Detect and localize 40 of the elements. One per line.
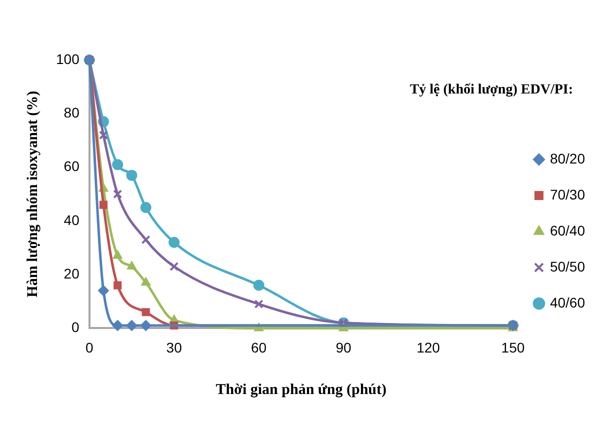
y-tick-label: 0 <box>72 319 80 336</box>
y-tick-label: 80 <box>64 104 80 120</box>
legend-label: 40/60 <box>550 294 586 310</box>
y-axis-title: Hàm lượng nhóm isoxyanat (%) <box>24 90 41 298</box>
point <box>142 308 150 316</box>
point <box>98 285 109 296</box>
legend-label: 50/50 <box>550 258 586 274</box>
point <box>140 202 152 214</box>
point <box>140 320 152 332</box>
point <box>112 159 124 170</box>
x-tick-label: 60 <box>251 339 267 356</box>
legend-label: 60/40 <box>550 222 586 238</box>
point <box>141 277 151 286</box>
y-tick-label: 40 <box>64 212 80 228</box>
point <box>114 281 122 290</box>
point <box>170 262 179 272</box>
point <box>126 261 137 270</box>
x-axis-title: Thời gian phản ứng (phút) <box>216 382 387 398</box>
point <box>98 130 108 140</box>
point <box>126 170 138 181</box>
point <box>254 300 264 309</box>
point <box>126 320 138 332</box>
y-tick-label: 60 <box>64 158 80 174</box>
x-tick-label: 150 <box>501 339 525 356</box>
point <box>99 200 108 209</box>
x-tick-label: 120 <box>416 339 440 356</box>
x-tick-label: 0 <box>85 339 94 356</box>
point <box>112 320 124 332</box>
point <box>141 235 150 244</box>
legend-label: 80/20 <box>550 150 586 166</box>
legend-title: Tỷ lệ (khối lượng) EDV/PI: <box>410 82 573 98</box>
point <box>113 190 122 199</box>
point <box>168 236 180 248</box>
x-tick-label: 30 <box>166 339 182 356</box>
x-tick-label: 90 <box>336 339 352 356</box>
point <box>112 250 122 259</box>
y-tick-label: 100 <box>56 50 80 67</box>
point <box>253 280 264 291</box>
legend-label: 70/30 <box>550 186 586 202</box>
y-tick-label: 20 <box>64 265 80 282</box>
